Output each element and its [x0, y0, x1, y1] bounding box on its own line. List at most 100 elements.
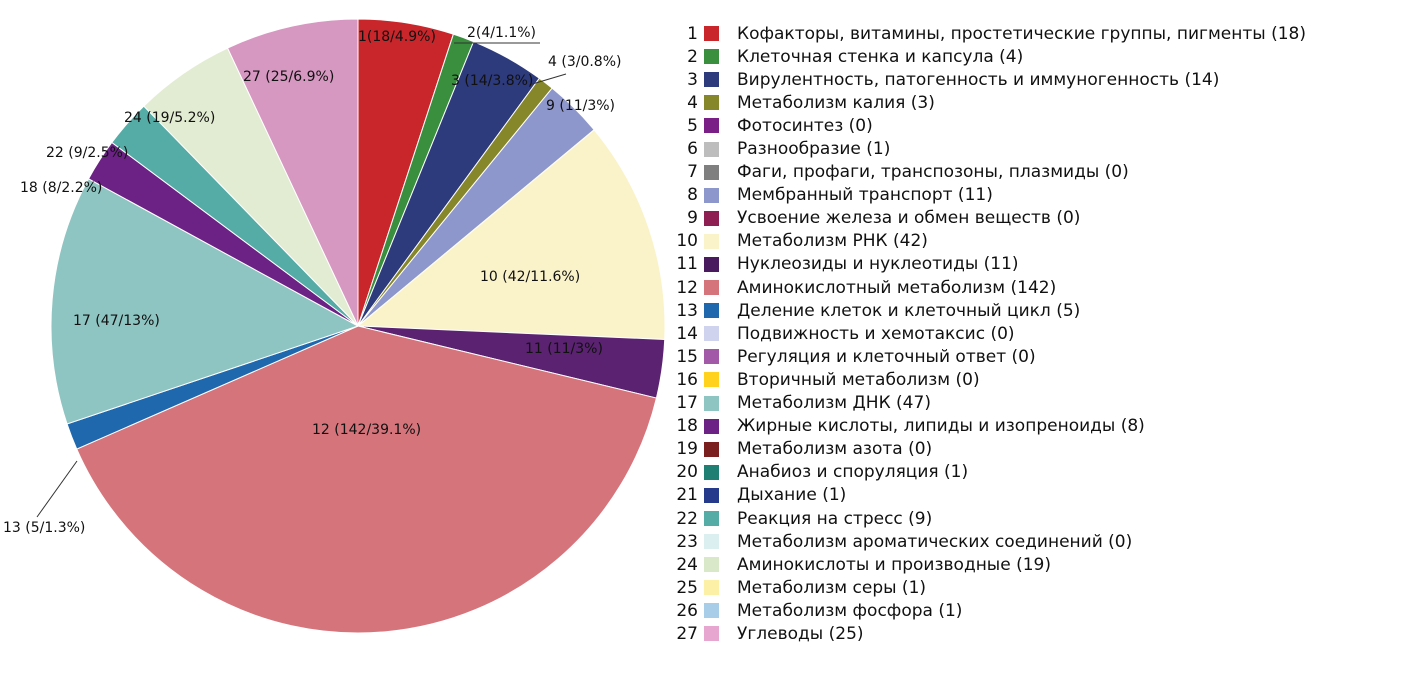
legend-label: Аминокислотный метаболизм (142) [737, 277, 1057, 298]
legend-swatch [704, 326, 719, 342]
legend-item-19: 19 Метаболизм азота (0) [668, 438, 1408, 461]
legend-item-10: 10 Метаболизм РНК (42) [668, 230, 1408, 253]
legend-swatch [704, 210, 719, 226]
legend-number: 20 [676, 462, 698, 483]
legend-item-1: 1 Кофакторы, витамины, простетические гру… [668, 22, 1408, 45]
legend-swatch [704, 534, 719, 550]
legend-label: Метаболизм калия (3) [737, 92, 935, 113]
legend-item-12: 12 Аминокислотный метаболизм (142) [668, 276, 1408, 299]
legend-number: 9 [687, 208, 698, 229]
legend-label: Вторичный метаболизм (0) [737, 369, 980, 390]
slice-label-11: 11 (11/3%) [525, 341, 603, 357]
legend-label: Аминокислоты и производные (19) [737, 554, 1051, 575]
legend-item-16: 16 Вторичный метаболизм (0) [668, 368, 1408, 391]
legend-number: 22 [676, 508, 698, 529]
legend-label: Регуляция и клеточный ответ (0) [737, 346, 1036, 367]
legend-item-11: 11 Нуклеозиды и нуклеотиды (11) [668, 253, 1408, 276]
legend-swatch [704, 256, 719, 272]
legend-swatch [704, 557, 719, 573]
legend-number: 8 [687, 185, 698, 206]
legend-number: 19 [676, 439, 698, 460]
slice-label-2: 2(4/1.1%) [467, 25, 536, 41]
legend-item-20: 20 Анабиоз и споруляция (1) [668, 461, 1408, 484]
legend-item-13: 13 Деление клеток и клеточный цикл (5) [668, 299, 1408, 322]
legend-label: Подвижность и хемотаксис (0) [737, 323, 1015, 344]
legend-number: 12 [676, 277, 698, 298]
legend-number: 13 [676, 300, 698, 321]
legend-label: Деление клеток и клеточный цикл (5) [737, 300, 1081, 321]
slice-label-4: 4 (3/0.8%) [548, 54, 621, 70]
legend-swatch [704, 141, 719, 157]
legend-item-26: 26 Метаболизм фосфора (1) [668, 599, 1408, 622]
legend-swatch [704, 418, 719, 434]
legend-label: Кофакторы, витамины, простетические груп… [737, 23, 1306, 44]
legend-number: 15 [676, 346, 698, 367]
legend-item-21: 21 Дыхание (1) [668, 484, 1408, 507]
legend-number: 14 [676, 323, 698, 344]
leader-line-13 [36, 460, 78, 518]
legend-swatch [704, 164, 719, 180]
legend-item-27: 27 Углеводы (25) [668, 622, 1408, 645]
legend-label: Нуклеозиды и нуклеотиды (11) [737, 254, 1019, 275]
legend-item-4: 4 Метаболизм калия (3) [668, 91, 1408, 114]
legend-swatch [704, 395, 719, 411]
legend-swatch [704, 303, 719, 319]
legend-swatch [704, 464, 719, 480]
legend-number: 5 [687, 115, 698, 136]
legend-number: 1 [687, 23, 698, 44]
legend-item-3: 3 Вирулентность, патогенность и иммуноген… [668, 68, 1408, 91]
slice-label-24: 24 (19/5.2%) [124, 110, 215, 126]
legend-label: Углеводы (25) [737, 623, 864, 644]
legend-item-17: 17 Метаболизм ДНК (47) [668, 392, 1408, 415]
legend-label: Метаболизм ДНК (47) [737, 393, 931, 414]
legend-label: Клеточная стенка и капсула (4) [737, 46, 1024, 67]
legend-number: 17 [676, 393, 698, 414]
legend-label: Реакция на стресс (9) [737, 508, 933, 529]
legend-number: 24 [676, 554, 698, 575]
legend-label: Анабиоз и споруляция (1) [737, 462, 969, 483]
legend-item-14: 14 Подвижность и хемотаксис (0) [668, 322, 1408, 345]
legend-label: Фаги, профаги, транспозоны, плазмиды (0) [737, 162, 1129, 183]
slice-label-3: 3 (14/3.8%) [451, 73, 533, 89]
legend-label: Метаболизм ароматических соединений (0) [737, 531, 1133, 552]
pie-slice-12 [76, 325, 658, 634]
legend-swatch [704, 441, 719, 457]
slice-label-9: 9 (11/3%) [546, 98, 615, 114]
slice-label-27: 27 (25/6.9%) [243, 69, 334, 85]
legend-number: 6 [687, 139, 698, 160]
slice-label-13: 13 (5/1.3%) [3, 520, 85, 536]
legend-label: Метаболизм РНК (42) [737, 231, 928, 252]
slice-label-10: 10 (42/11.6%) [480, 269, 580, 285]
pie-slice-27 [226, 18, 359, 327]
legend-number: 10 [676, 231, 698, 252]
legend-label: Разнообразие (1) [737, 139, 891, 160]
legend-label: Вирулентность, патогенность и иммуногенн… [737, 69, 1220, 90]
legend-item-7: 7 Фаги, профаги, транспозоны, плазмиды (0… [668, 161, 1408, 184]
legend-label: Жирные кислоты, липиды и изопреноиды (8) [737, 416, 1145, 437]
slice-label-17: 17 (47/13%) [73, 313, 160, 329]
legend-swatch [704, 280, 719, 296]
slice-label-12: 12 (142/39.1%) [312, 422, 421, 438]
legend-number: 4 [687, 92, 698, 113]
legend-number: 25 [676, 577, 698, 598]
legend-item-18: 18 Жирные кислоты, липиды и изопреноиды (… [668, 415, 1408, 438]
legend-label: Мембранный транспорт (11) [737, 185, 993, 206]
legend-label: Метаболизм серы (1) [737, 577, 927, 598]
legend-swatch [704, 118, 719, 134]
legend-number: 23 [676, 531, 698, 552]
legend-swatch [704, 349, 719, 365]
legend-label: Усвоение железа и обмен веществ (0) [737, 208, 1081, 229]
pie-slice-10 [356, 129, 666, 340]
legend-label: Метаболизм фосфора (1) [737, 600, 963, 621]
legend-swatch [704, 187, 719, 203]
legend-item-2: 2 Клеточная стенка и капсула (4) [668, 45, 1408, 68]
legend: 1 Кофакторы, витамины, простетические гру… [668, 22, 1408, 646]
legend-swatch [704, 603, 719, 619]
legend-number: 7 [687, 162, 698, 183]
legend-item-22: 22 Реакция на стресс (9) [668, 507, 1408, 530]
pie-slice-17 [50, 178, 360, 425]
legend-swatch [704, 49, 719, 65]
slice-label-18: 18 (8/2.2%) [20, 180, 102, 196]
legend-number: 3 [687, 69, 698, 90]
legend-number: 27 [676, 623, 698, 644]
